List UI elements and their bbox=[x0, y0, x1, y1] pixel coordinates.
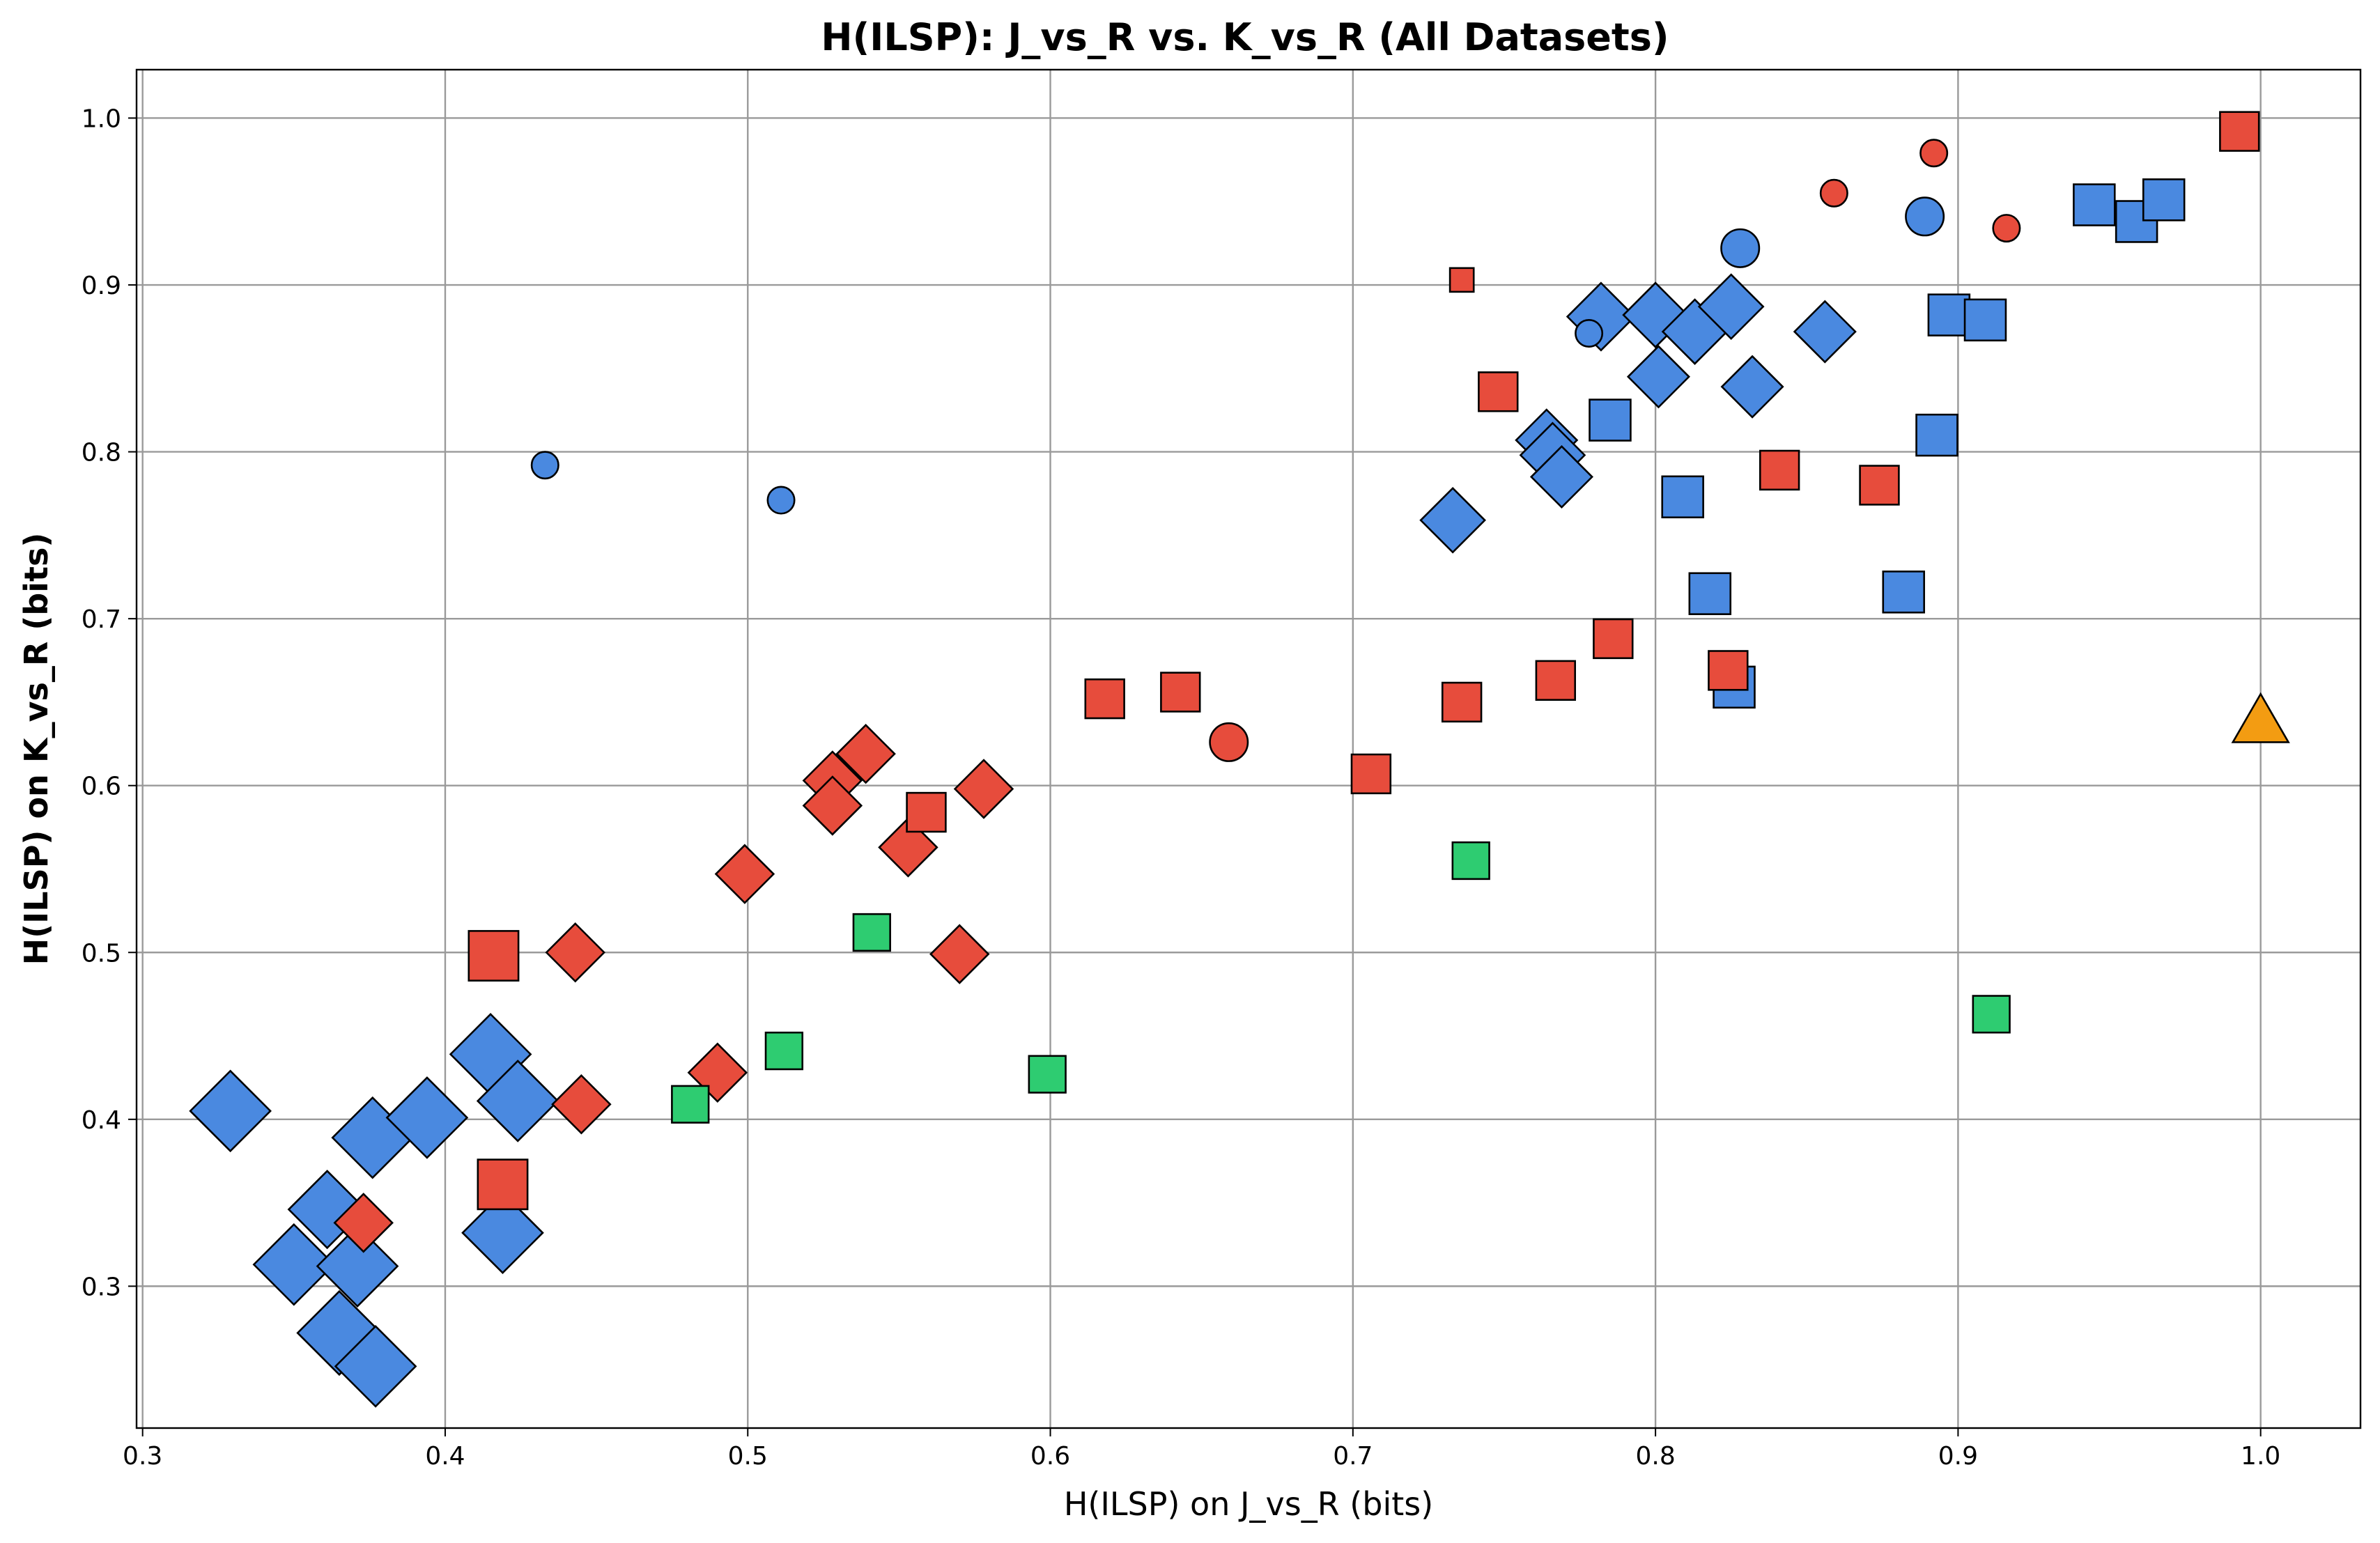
red-circle-point bbox=[1919, 139, 1949, 168]
green-square-point bbox=[1451, 841, 1490, 881]
red-square-point bbox=[906, 791, 947, 833]
grid-layer bbox=[137, 70, 2360, 1428]
red-diamond-point bbox=[953, 759, 1014, 819]
blue-diamond-point bbox=[334, 1325, 417, 1408]
green-square-point bbox=[764, 1031, 804, 1071]
green-square-point bbox=[671, 1085, 710, 1124]
red-square-point bbox=[1084, 678, 1125, 720]
red-square-point bbox=[1441, 681, 1483, 723]
blue-diamond-point bbox=[316, 1225, 399, 1308]
blue-circle-point bbox=[1905, 196, 1945, 237]
blue-diamond-point bbox=[1720, 355, 1784, 419]
blue-square-point bbox=[1915, 413, 1958, 457]
blue-square-point bbox=[1688, 572, 1732, 615]
red-square-point bbox=[477, 1158, 529, 1211]
blue-diamond-point bbox=[476, 1060, 559, 1142]
blue-diamond-point bbox=[1697, 273, 1765, 341]
green-square-point bbox=[852, 913, 891, 952]
y-tick-label: 0.9 bbox=[82, 272, 121, 300]
red-square-point bbox=[2219, 111, 2260, 152]
blue-circle-point bbox=[1720, 228, 1761, 268]
blue-diamond-point bbox=[1626, 345, 1690, 409]
x-axis-label: H(ILSP) on J_vs_R (bits) bbox=[1064, 1485, 1433, 1523]
chart-title: H(ILSP): J_vs_R vs. K_vs_R (All Datasets… bbox=[821, 15, 1669, 59]
orange-triangle-point bbox=[2231, 692, 2290, 743]
red-circle-point bbox=[1819, 178, 1848, 208]
red-circle-point bbox=[1209, 722, 1249, 762]
red-square-point bbox=[1708, 650, 1749, 691]
red-square-point bbox=[1160, 672, 1201, 713]
blue-diamond-point bbox=[385, 1076, 469, 1159]
blue-square-point bbox=[1963, 298, 2007, 342]
blue-square-point bbox=[1882, 571, 1925, 614]
x-tick-label: 0.6 bbox=[1030, 1442, 1070, 1471]
red-diamond-point bbox=[878, 817, 938, 878]
red-square-point bbox=[468, 930, 520, 982]
blue-diamond-point bbox=[461, 1191, 544, 1275]
ticks-layer: 0.3 0.4 0.5 0.6 0.7 0.8 0.9 1.0 0.3 0.4 0.5 0.6 0.7 0… bbox=[82, 104, 2281, 1471]
y-tick-label: 0.5 bbox=[82, 939, 121, 968]
y-tick-label: 0.4 bbox=[82, 1106, 121, 1135]
blue-diamond-point bbox=[1793, 300, 1857, 364]
red-diamond-point bbox=[802, 775, 863, 836]
red-square-point bbox=[1759, 449, 1800, 491]
red-square-point bbox=[1350, 753, 1392, 795]
red-diamond-point bbox=[551, 1074, 612, 1135]
green-square-point bbox=[1028, 1055, 1067, 1094]
red-diamond-point bbox=[929, 924, 990, 984]
red-diamond-point bbox=[333, 1193, 394, 1253]
green-square-point bbox=[1972, 995, 2011, 1034]
y-tick-label: 0.8 bbox=[82, 439, 121, 467]
marks-layer bbox=[189, 111, 2290, 1408]
blue-diamond-point bbox=[252, 1223, 336, 1306]
blue-circle-point bbox=[766, 486, 796, 515]
red-square-point bbox=[1478, 371, 1519, 412]
blue-square-point bbox=[2142, 178, 2186, 222]
red-circle-point bbox=[1992, 214, 2021, 243]
x-tick-label: 1.0 bbox=[2241, 1442, 2280, 1471]
y-tick-label: 0.6 bbox=[82, 773, 121, 801]
red-square-point bbox=[1448, 267, 1475, 293]
x-tick-label: 0.7 bbox=[1333, 1442, 1373, 1471]
x-tick-label: 0.3 bbox=[123, 1442, 162, 1471]
blue-diamond-point bbox=[1419, 486, 1486, 554]
blue-square-point bbox=[2073, 183, 2116, 226]
x-tick-label: 0.4 bbox=[425, 1442, 465, 1471]
red-diamond-point bbox=[545, 922, 605, 983]
red-square-point bbox=[1535, 660, 1576, 701]
x-tick-label: 0.9 bbox=[1938, 1442, 1978, 1471]
x-tick-label: 0.5 bbox=[728, 1442, 768, 1471]
blue-square-point bbox=[1661, 475, 1704, 519]
red-square-point bbox=[1593, 618, 1634, 660]
red-square-point bbox=[1859, 465, 1900, 506]
blue-diamond-point bbox=[1529, 444, 1594, 509]
red-diamond-point bbox=[835, 723, 896, 784]
blue-diamond-point bbox=[189, 1069, 272, 1153]
y-tick-label: 0.3 bbox=[82, 1273, 121, 1301]
red-diamond-point bbox=[687, 1042, 748, 1103]
red-diamond-point bbox=[714, 844, 775, 904]
x-tick-label: 0.8 bbox=[1635, 1442, 1675, 1471]
y-tick-label: 1.0 bbox=[82, 104, 121, 133]
y-axis-label: H(ILSP) on K_vs_R (bits) bbox=[17, 533, 55, 966]
blue-diamond-point bbox=[287, 1170, 367, 1250]
plot-frame bbox=[135, 68, 2362, 1429]
blue-circle-point bbox=[530, 451, 559, 480]
blue-circle-point bbox=[1575, 319, 1604, 348]
y-tick-label: 0.7 bbox=[82, 605, 121, 634]
blue-square-point bbox=[1589, 398, 1632, 442]
blue-square-point bbox=[1927, 293, 1971, 336]
